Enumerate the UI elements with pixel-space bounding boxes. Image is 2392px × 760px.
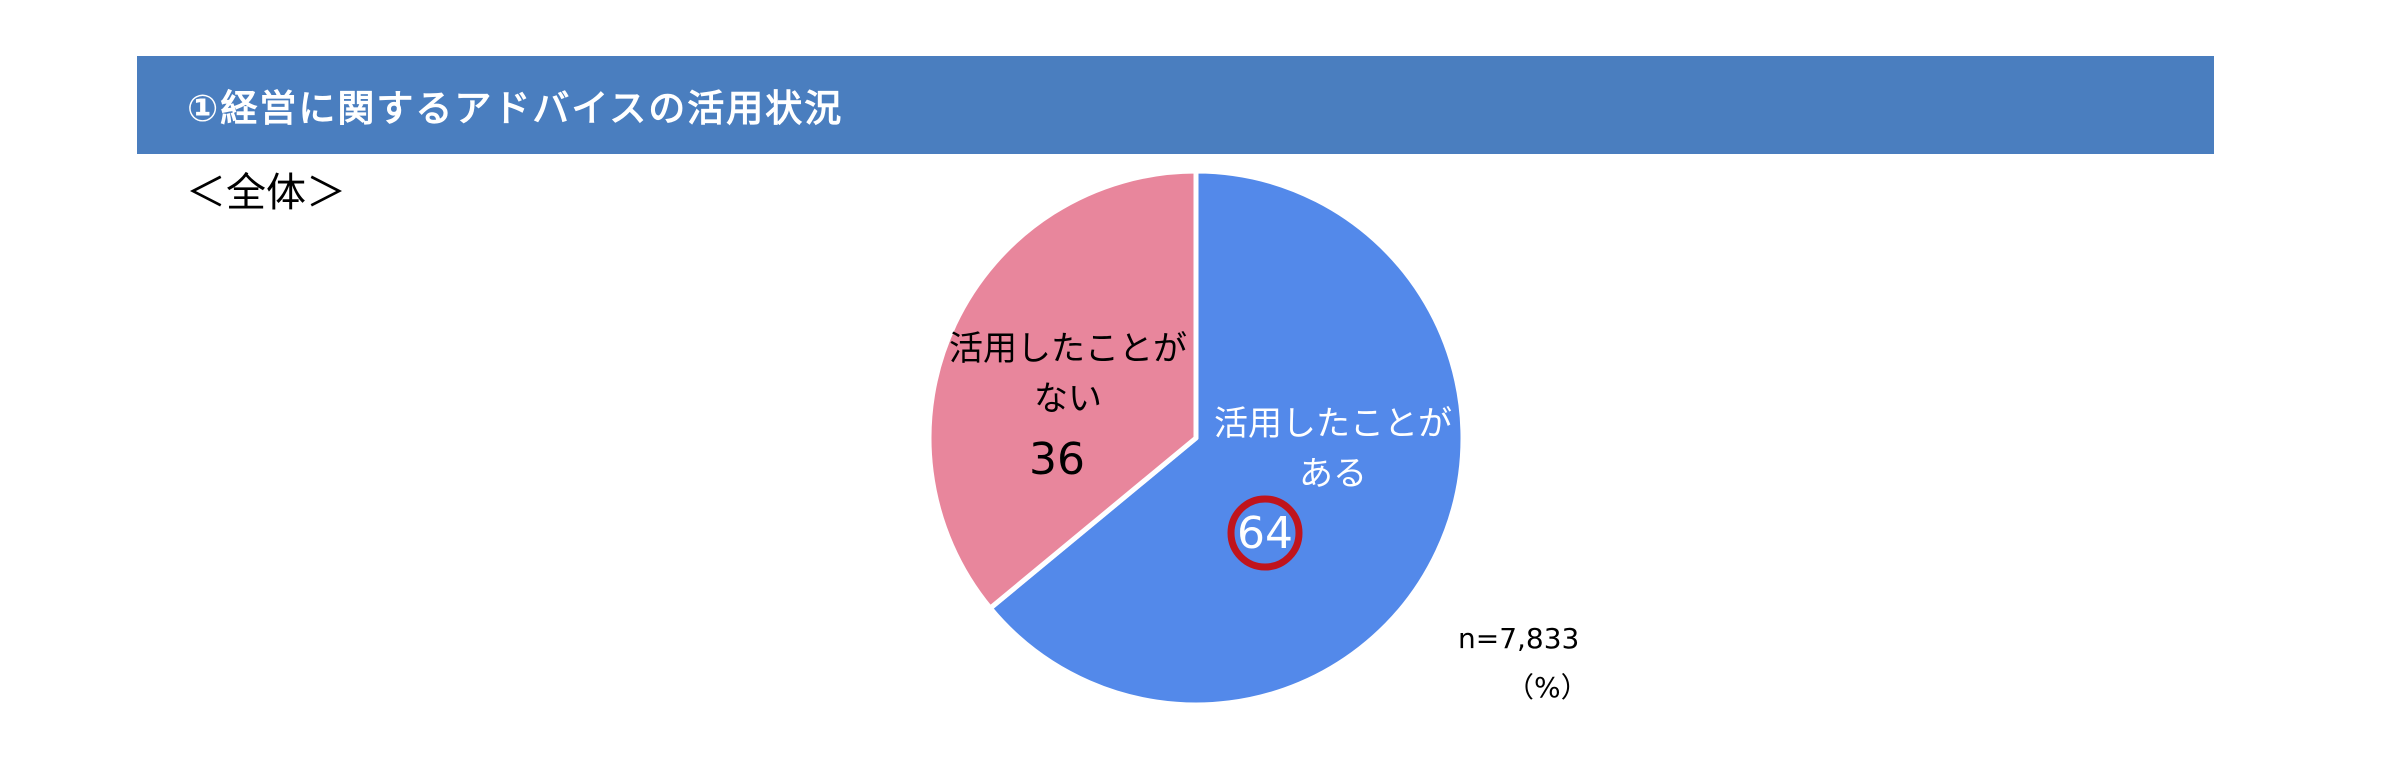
unit-label: （%） — [1506, 671, 1589, 704]
highlight-circle — [1227, 495, 1303, 571]
slice-1-label-line-2: ある — [1299, 454, 1367, 494]
pie-slice-2 — [926, 168, 1199, 611]
slice-1-value-label: 64 — [1237, 508, 1293, 559]
section-title: ①経営に関するアドバイスの活用状況 — [187, 87, 844, 130]
pie-slice-1 — [987, 168, 1466, 708]
sample-size-label: n=7,833 — [1458, 622, 1580, 655]
slice-1-label-line-1: 活用したことが — [1214, 404, 1452, 444]
slice-2-value-label: 36 — [1029, 434, 1085, 485]
section-header-bar: ①経営に関するアドバイスの活用状況 — [137, 56, 2214, 154]
slice-2-label-line-2: ない — [1034, 379, 1102, 419]
slice-2-label-line-1: 活用したことが — [949, 329, 1187, 369]
chart-subtitle: ＜全体＞ — [186, 170, 346, 216]
